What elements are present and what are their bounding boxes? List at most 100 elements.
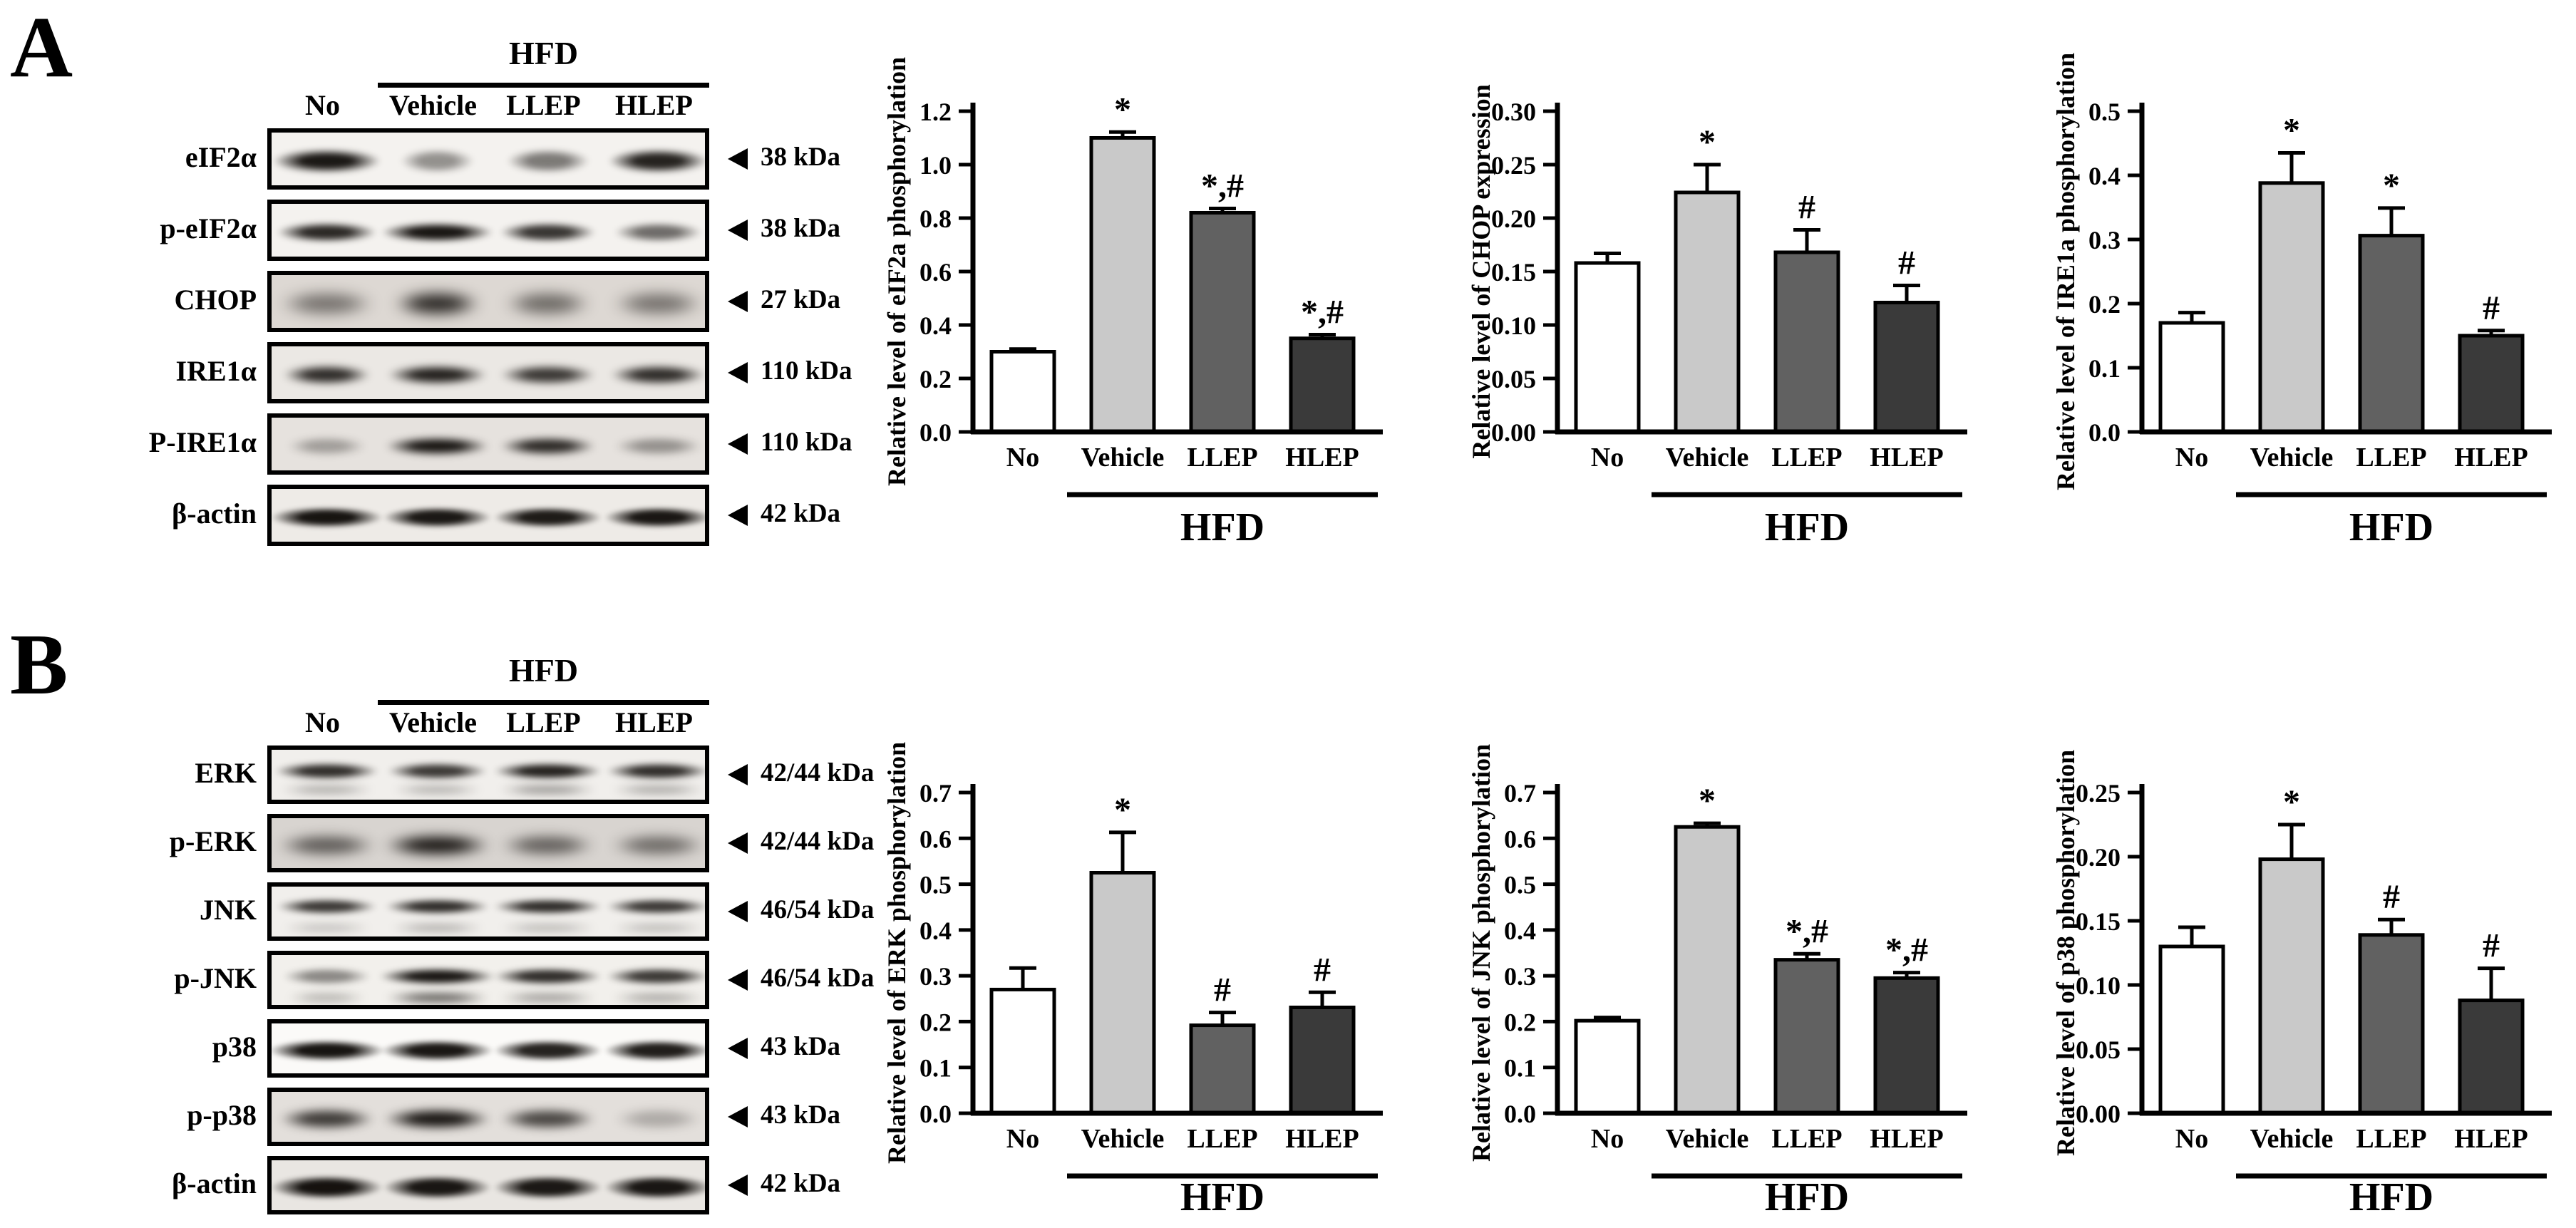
y-tick-label: 1.2 [919,98,952,126]
protein-band [385,364,490,386]
blot-image [267,951,709,1009]
x-category-label: LLEP [1771,443,1842,473]
protein-band [274,222,379,243]
bar-vehicle [2258,181,2325,434]
y-tick-label: 0.10 [1491,311,1536,340]
left-triangle-icon [728,969,748,991]
x-category-label: LLEP [2356,1124,2426,1154]
blot-image [267,485,709,546]
bar-no [1574,1018,1641,1115]
kda-label: 43 kDa [761,1032,841,1061]
protein-band [383,436,492,456]
protein-band [272,762,381,780]
kda-label: 42/44 kDa [761,758,875,788]
protein-band [274,833,379,857]
protein-band [606,148,705,174]
y-tick-label: 0.2 [2088,290,2121,319]
y-tick-label: 0.1 [1504,1054,1536,1083]
lane-header-llep: LLEP [506,89,581,121]
y-axis-title: Relative level of p38 phosphorylation [2051,750,2080,1156]
protein-band [612,222,704,243]
western-blot-block-b: HFD No Vehicle LLEP HLEP ERK 42/44 kDa p-ERK 42/… [43,633,877,1228]
x-category-label: No [1006,443,1039,473]
x-category-label: HLEP [1285,1124,1359,1154]
y-tick-label: 0.1 [2088,354,2121,383]
hfd-group-label: HFD [1765,505,1849,549]
x-category-label: LLEP [1187,1124,1257,1154]
x-category-label: Vehicle [1081,443,1165,473]
bar-hlep [1289,1006,1356,1115]
bar-chart-chop: Relative level of CHOP expression 0.00 0.0… [1461,4,1992,592]
significance-marker: # [2383,878,2400,916]
protein-band [277,290,377,317]
y-tick-label: 0.7 [919,779,952,808]
protein-band [281,364,373,386]
blot-label: ERK [195,757,257,789]
left-triangle-icon [728,901,748,922]
y-tick-label: 0.5 [2088,98,2121,126]
protein-band [498,436,598,456]
protein-band [604,967,705,986]
western-blot-block-a: HFD No Vehicle LLEP HLEP eIF2α 38 kDa p-eIF2α 38… [43,16,877,607]
protein-band [491,898,604,915]
hfd-group-label: HFD [1180,505,1264,549]
y-tick-label: 0.25 [2076,779,2121,808]
lane-header-no: No [305,706,340,738]
bar-chart-p38: Relative level of p38 phosphorylation 0.0… [2046,621,2576,1220]
protein-band [610,290,705,317]
y-tick-label: 0.3 [1504,962,1536,991]
blot-image [267,342,709,403]
protein-band [498,1108,598,1130]
chart-svg-erk: Relative level of ERK phosphorylation 0.0… [882,742,1383,1219]
y-axis-title: Relative level of IRE1a phosphorylation [2051,53,2080,490]
bar-no [2158,944,2225,1115]
kda-label: 42/44 kDa [761,827,875,856]
left-triangle-icon [728,1106,748,1128]
protein-band-secondary [279,923,374,933]
y-tick-label: 0.6 [1504,825,1536,853]
x-category-label: HLEP [2454,1124,2528,1154]
x-category-label: LLEP [1771,1124,1842,1154]
protein-band [272,506,386,529]
protein-band [272,1175,386,1200]
protein-band-secondary [609,992,705,1003]
kda-label: 38 kDa [761,143,841,172]
bar-hlep [1289,336,1356,434]
bar-llep [1773,250,1840,434]
x-category-label: No [2175,1124,2208,1154]
y-tick-label: 0.0 [919,418,952,447]
x-category-label: HLEP [1285,443,1359,473]
blot-image [267,745,709,804]
bar-no [2158,321,2225,434]
y-axis-title: Relative level of eIF2a phosphorylation [882,57,911,486]
x-category-label: No [1591,443,1624,473]
protein-band [281,967,373,986]
blot-label: β-actin [172,497,257,530]
bar-hlep [1873,301,1940,434]
chart-svg-p38: Relative level of p38 phosphorylation0.0… [2051,750,2552,1219]
bar-vehicle [2258,857,2325,1115]
bar-no [989,350,1056,434]
blot-image [267,1088,709,1146]
significance-marker: *,# [1885,932,1928,969]
bar-hlep [2458,999,2525,1115]
protein-band [498,364,598,386]
y-tick-label: 0.0 [2088,418,2121,447]
blot-label: P-IRE1α [148,426,257,458]
y-tick-label: 0.2 [919,365,952,393]
protein-band [381,1108,494,1130]
significance-marker: # [2483,927,2500,965]
significance-marker: * [2283,112,2300,150]
left-triangle-icon [728,1038,748,1059]
significance-marker: # [1898,244,1915,282]
y-tick-label: 0.3 [2088,226,2121,254]
left-triangle-icon [728,291,748,312]
lane-header-llep: LLEP [506,706,581,738]
y-tick-label: 0.2 [1504,1008,1536,1036]
protein-band-secondary [277,784,376,795]
blot-label: IRE1α [175,355,257,387]
kda-label: 46/54 kDa [761,964,875,993]
y-tick-label: 0.6 [919,258,952,287]
lane-header-hlep: HLEP [615,706,693,738]
